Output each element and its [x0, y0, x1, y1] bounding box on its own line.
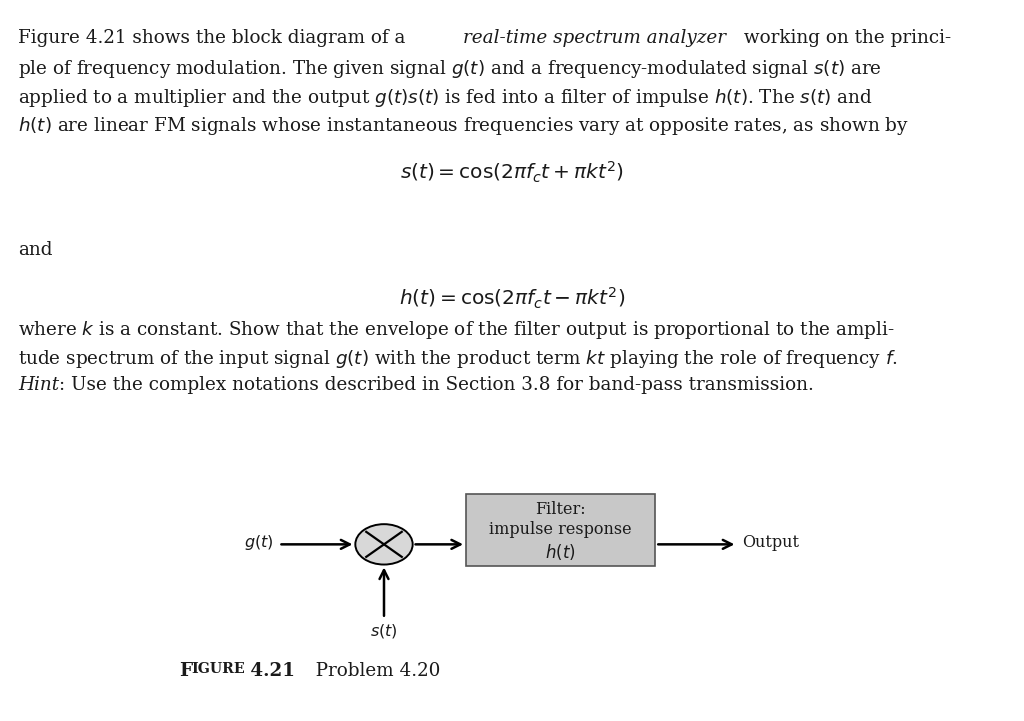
FancyBboxPatch shape	[466, 494, 655, 566]
Text: tude spectrum of the input signal $g(t)$ with the product term $kt$ playing the : tude spectrum of the input signal $g(t)$…	[18, 348, 898, 370]
Text: ple of frequency modulation. The given signal $g(t)$ and a frequency-modulated s: ple of frequency modulation. The given s…	[18, 58, 883, 80]
Text: IGURE: IGURE	[190, 662, 245, 676]
Text: applied to a multiplier and the output $g(t)s(t)$ is fed into a filter of impuls: applied to a multiplier and the output $…	[18, 87, 873, 109]
Text: $h(t)$: $h(t)$	[546, 541, 575, 562]
Text: real-time spectrum analyzer: real-time spectrum analyzer	[463, 29, 726, 47]
Text: F: F	[179, 662, 193, 680]
Text: Problem 4.20: Problem 4.20	[299, 662, 441, 680]
Text: $g(t)$: $g(t)$	[244, 533, 273, 552]
Text: and: and	[18, 241, 53, 259]
Text: working on the princi-: working on the princi-	[738, 29, 951, 47]
Text: $s(t) = \cos(2\pi f_c t + \pi k t^2)$: $s(t) = \cos(2\pi f_c t + \pi k t^2)$	[400, 160, 624, 185]
Text: Figure 4.21 shows the block diagram of a: Figure 4.21 shows the block diagram of a	[18, 29, 412, 47]
Circle shape	[355, 524, 413, 565]
Text: Output: Output	[742, 534, 800, 551]
Text: $s(t)$: $s(t)$	[370, 622, 398, 640]
Text: $h(t) = \cos(2\pi f_c t - \pi k t^2)$: $h(t) = \cos(2\pi f_c t - \pi k t^2)$	[398, 286, 626, 311]
Text: $h(t)$ are linear FM signals whose instantaneous frequencies vary at opposite ra: $h(t)$ are linear FM signals whose insta…	[18, 115, 909, 138]
Text: Filter:: Filter:	[536, 501, 586, 518]
Text: 4.21: 4.21	[244, 662, 295, 680]
Text: : Use the complex notations described in Section 3.8 for band-pass transmission.: : Use the complex notations described in…	[59, 376, 814, 394]
Text: Hint: Hint	[18, 376, 59, 394]
Text: impulse response: impulse response	[489, 521, 632, 539]
Text: where $k$ is a constant. Show that the envelope of the filter output is proporti: where $k$ is a constant. Show that the e…	[18, 319, 895, 341]
